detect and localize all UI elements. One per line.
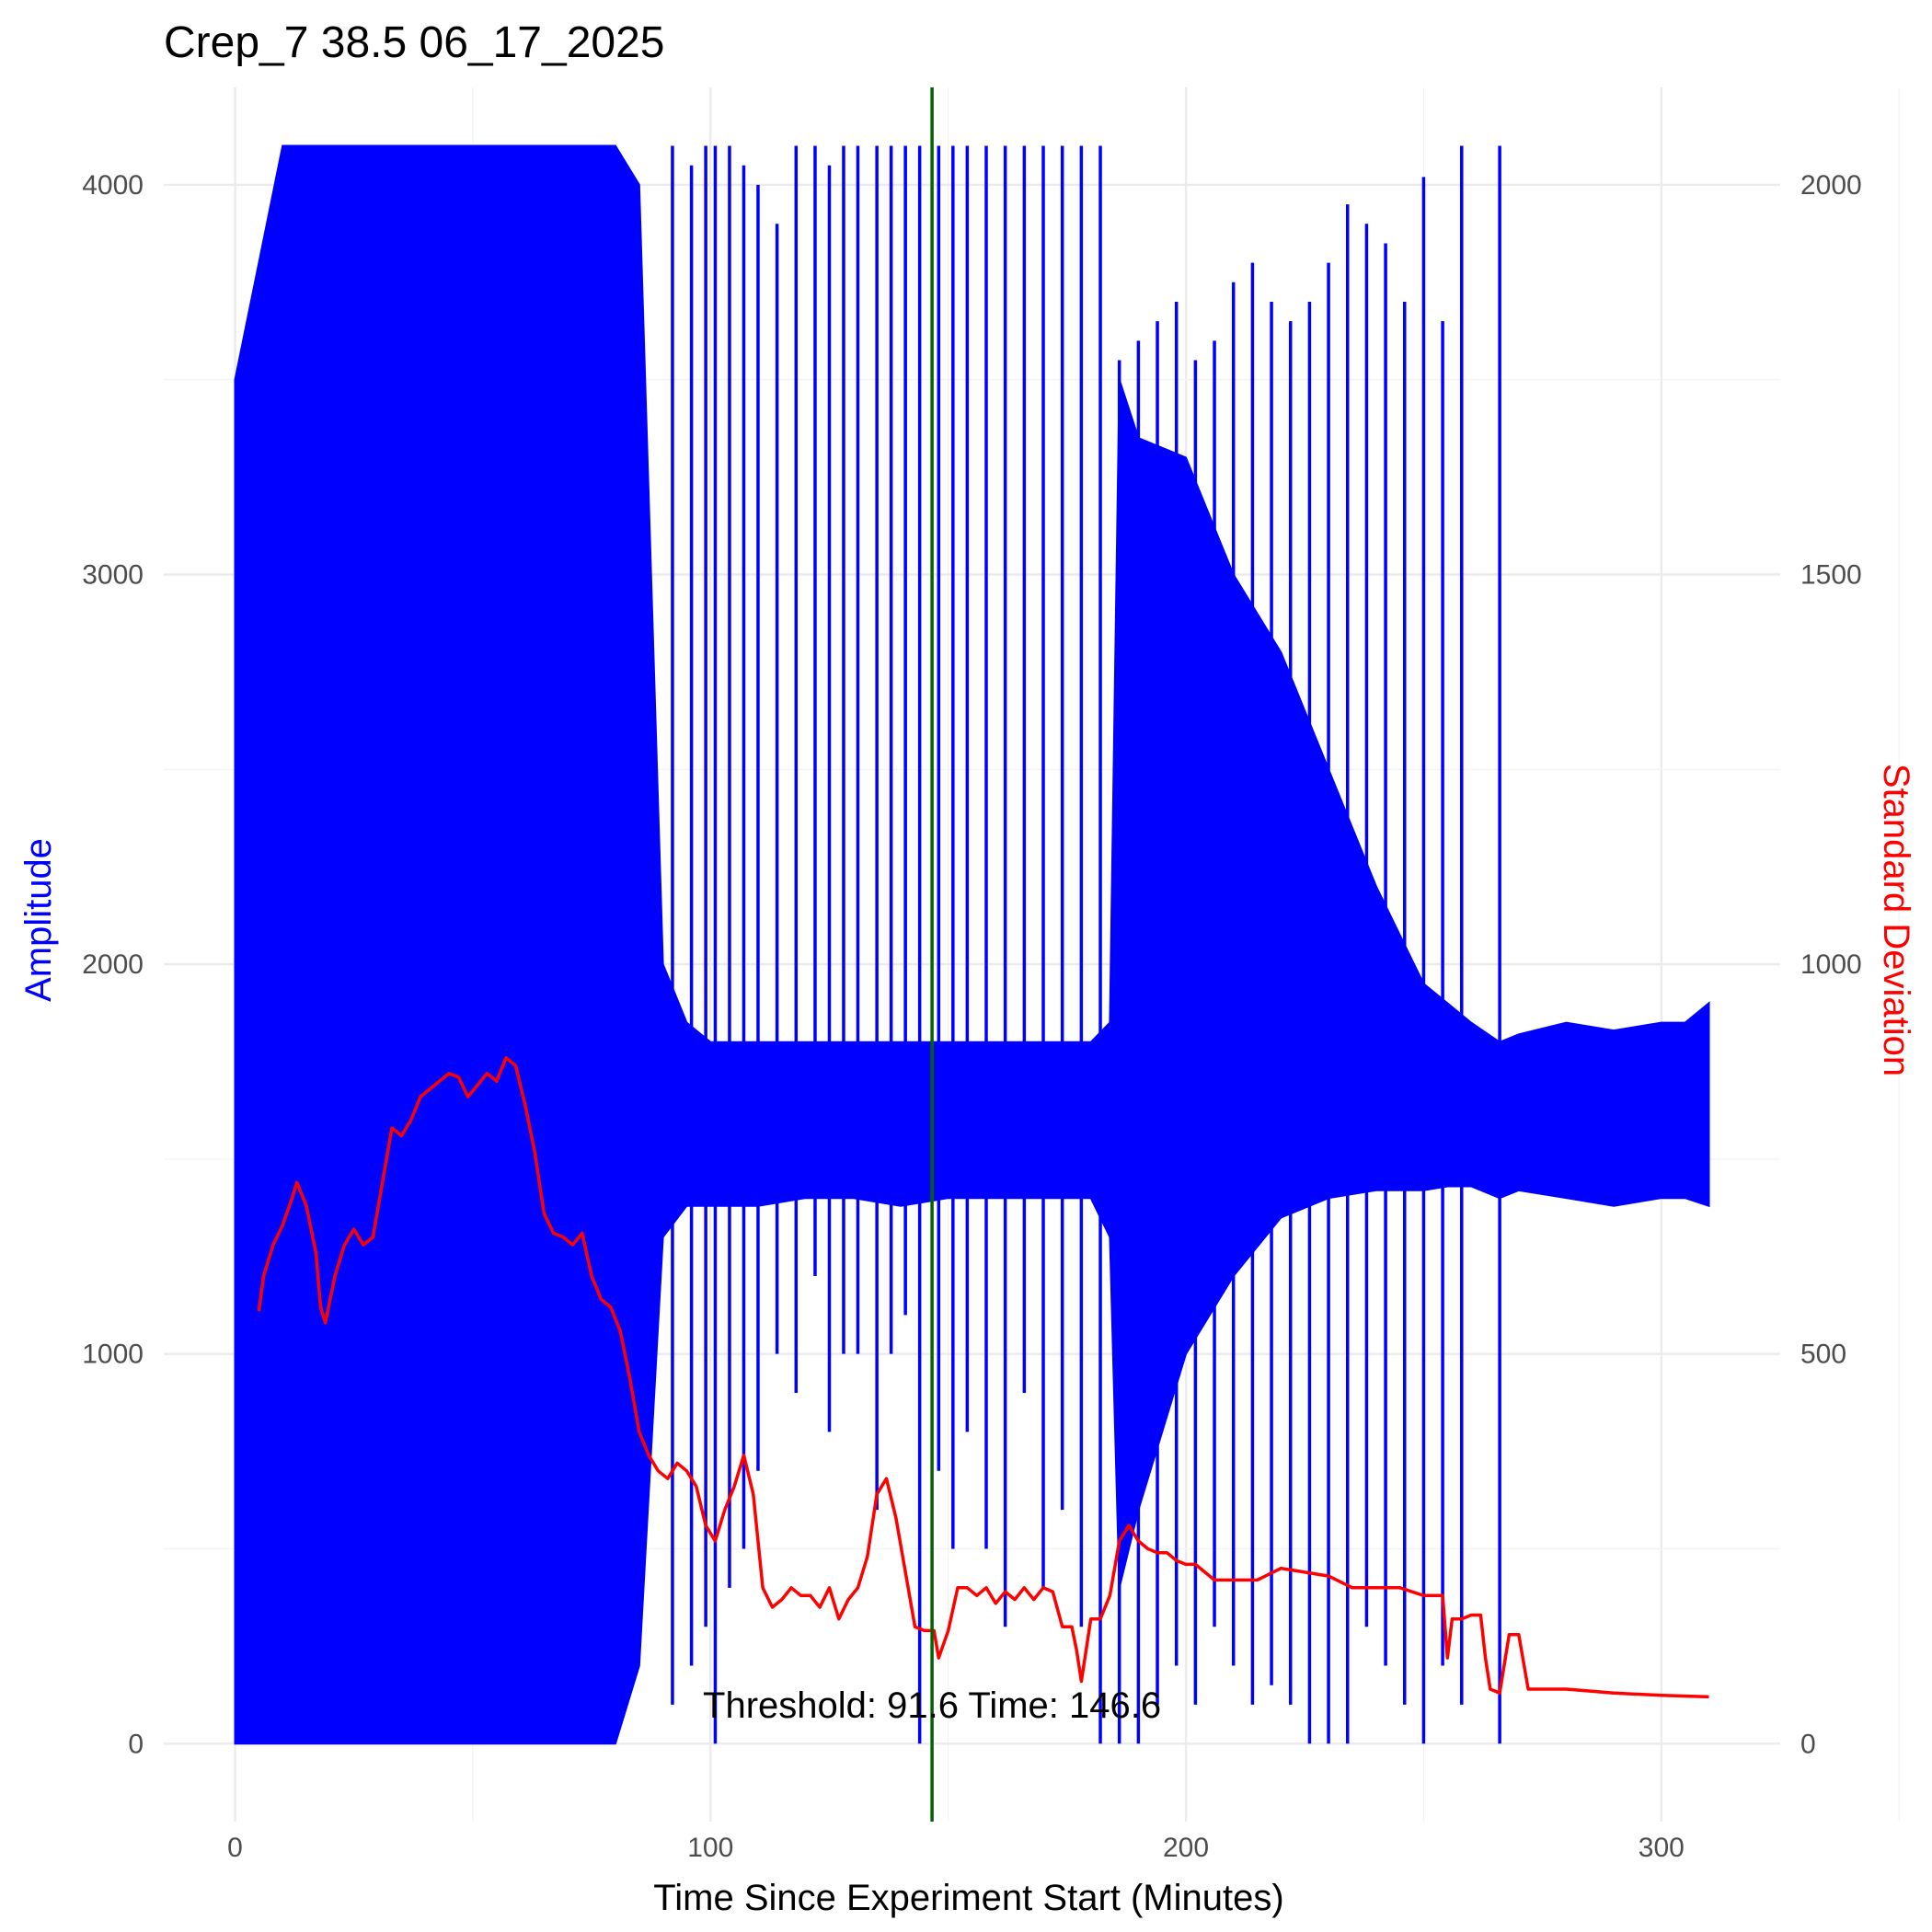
- threshold-annotation: Threshold: 91.6 Time: 146.6: [703, 1685, 1161, 1726]
- y-tick-label: 2000: [82, 949, 144, 980]
- chart-title: Crep_7 38.5 06_17_2025: [164, 18, 664, 67]
- x-tick-label: 300: [1639, 1833, 1685, 1863]
- y-right-tick-label: 2000: [1800, 170, 1862, 201]
- amplitude-envelope: [234, 144, 1710, 1745]
- y-right-tick-label: 0: [1800, 1729, 1816, 1759]
- x-tick-label: 200: [1163, 1833, 1209, 1863]
- tick-labels: 0 100 200 300010002000300040000500100015002…: [82, 170, 1862, 1863]
- data-layer: [234, 144, 1710, 1745]
- y-tick-label: 4000: [82, 170, 144, 201]
- y-right-tick-label: 500: [1800, 1340, 1846, 1370]
- x-tick-label: 100: [687, 1833, 733, 1863]
- y-axis-title: Amplitude: [18, 838, 59, 1002]
- y-tick-label: 1000: [82, 1340, 144, 1370]
- y-axis-right-title: Standard Deviation: [1876, 764, 1916, 1076]
- y-right-tick-label: 1000: [1800, 949, 1862, 980]
- std-series-line: [257, 1056, 1709, 1699]
- y-tick-label: 3000: [82, 559, 144, 590]
- x-tick-label: 0: [227, 1833, 243, 1863]
- y-tick-label: 0: [128, 1729, 144, 1759]
- x-axis-title: Time Since Experiment Start (Minutes): [653, 1878, 1283, 1918]
- y-right-tick-label: 1500: [1800, 559, 1862, 590]
